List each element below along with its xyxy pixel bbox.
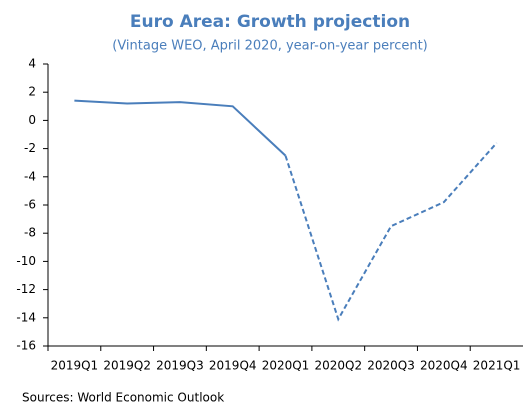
- line-projection: [284, 142, 498, 322]
- y-tick-label: 0: [28, 113, 36, 127]
- x-tick-label: 2020Q2: [314, 359, 362, 373]
- x-tick-label: 2019Q4: [209, 359, 257, 373]
- source-note: Sources: World Economic Outlook: [22, 391, 224, 405]
- y-tick-label: -12: [16, 282, 36, 296]
- y-tick-label: -4: [24, 169, 36, 183]
- line-actual: [74, 99, 287, 157]
- y-tick-label: -14: [16, 310, 36, 324]
- x-tick-label: 2020Q4: [420, 359, 468, 373]
- y-tick-label: 4: [28, 57, 36, 71]
- y-tick-label: -2: [24, 141, 36, 155]
- chart-subtitle: (Vintage WEO, April 2020, year-on-year p…: [112, 39, 428, 54]
- x-tick-label: 2020Q1: [262, 359, 310, 373]
- x-tick-label: 2021Q1: [473, 359, 521, 373]
- chart-title: Euro Area: Growth projection: [130, 12, 410, 32]
- y-tick-label: 2: [28, 85, 36, 99]
- x-tick-label: 2019Q1: [51, 359, 99, 373]
- x-tick-label: 2020Q3: [367, 359, 415, 373]
- y-tick-label: -6: [24, 198, 36, 212]
- x-tick-label: 2019Q2: [103, 359, 151, 373]
- x-tick-label: 2019Q3: [156, 359, 204, 373]
- y-tick-label: -8: [24, 226, 36, 240]
- y-tick-label: -16: [16, 339, 36, 353]
- y-tick-label: -10: [16, 254, 36, 268]
